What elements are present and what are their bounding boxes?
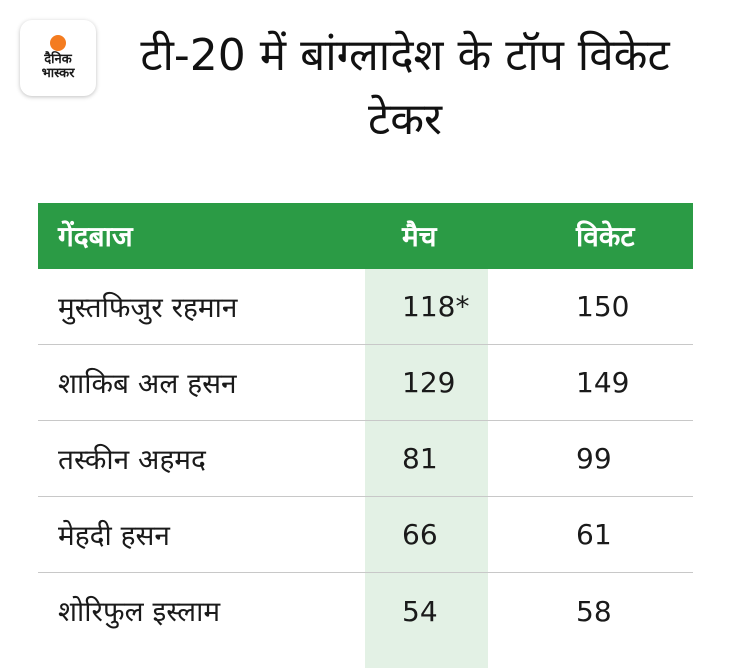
logo-text-line2: भास्कर (41, 66, 75, 81)
table-row: शोरिफुल इस्लाम 54 58 (38, 573, 693, 649)
wickets-value: 61 (576, 518, 612, 551)
bowler-name: मुस्तफिजुर रहमान (58, 290, 238, 324)
table-row: शाकिब अल हसन 129 149 (38, 345, 693, 421)
wickets-value: 150 (576, 290, 630, 323)
wickets-value: 149 (576, 366, 630, 399)
bowler-name: तस्कीन अहमद (58, 442, 206, 476)
table-row: मुस्तफिजुर रहमान 118* 150 (38, 269, 693, 345)
wickets-value: 58 (576, 594, 612, 628)
matches-value: 129 (402, 366, 456, 399)
bowler-name: मेहदी हसन (58, 518, 170, 552)
match-column-highlight (365, 269, 488, 668)
logo-text-line1: दैनिक (44, 52, 72, 67)
bowler-name: शाकिब अल हसन (58, 366, 237, 400)
table-header: गेंदबाज मैच विकेट (38, 203, 693, 269)
header-bowler: गेंदबाज (58, 220, 133, 253)
matches-value: 54 (402, 594, 438, 628)
table-row: मेहदी हसन 66 61 (38, 497, 693, 573)
wicket-takers-table: गेंदबाज मैच विकेट मुस्तफिजुर रहमान 118* … (38, 203, 693, 668)
bowler-name: शोरिफुल इस्लाम (58, 595, 221, 628)
header-wickets: विकेट (576, 220, 635, 253)
wickets-value: 99 (576, 442, 612, 475)
header-matches: मैच (402, 220, 437, 253)
sun-icon (50, 35, 66, 51)
page-title: टी-20 में बांग्लादेश के टॉप विकेट टेकर (140, 30, 670, 145)
dainik-bhaskar-logo: दैनिक भास्कर (20, 20, 96, 96)
matches-value: 81 (402, 442, 438, 475)
matches-value: 118* (402, 290, 470, 323)
table-row: तस्कीन अहमद 81 99 (38, 421, 693, 497)
matches-value: 66 (402, 518, 438, 551)
